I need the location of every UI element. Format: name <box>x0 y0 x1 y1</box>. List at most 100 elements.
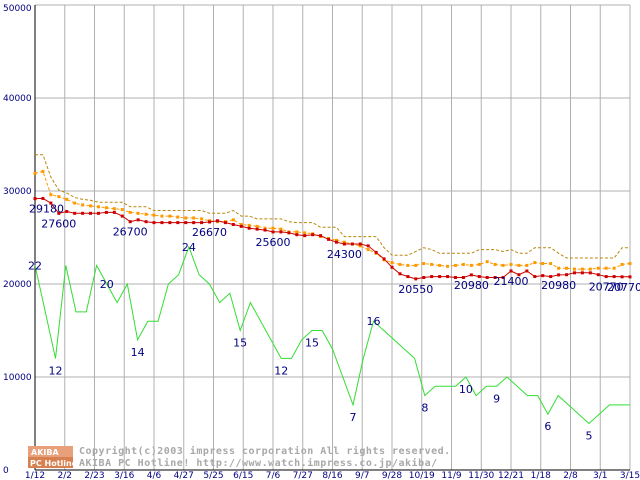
average-price-point <box>509 262 513 266</box>
count-label: 5 <box>585 430 592 443</box>
average-price-point <box>469 263 473 267</box>
y-tick-label: 0 <box>3 466 9 476</box>
akiba-logo: AKIBA PC Hotline! <box>28 446 81 468</box>
min-price-point <box>136 218 140 222</box>
x-tick-label: 10/19 <box>409 471 435 480</box>
average-price-point <box>303 231 307 235</box>
y-tick-label: 10000 <box>3 373 32 383</box>
min-price-point <box>104 210 108 214</box>
average-price-point <box>549 262 553 266</box>
min-price-point <box>461 275 465 279</box>
x-tick-label: 4/27 <box>174 471 194 480</box>
min-price-point <box>57 211 61 215</box>
count-label: 15 <box>305 337 319 350</box>
min-price-point <box>73 211 77 215</box>
x-tick-label: 2/23 <box>84 471 104 480</box>
average-price-point <box>231 218 235 222</box>
min-price-point <box>342 242 346 246</box>
count-label: 6 <box>544 420 551 433</box>
min-price-point <box>620 275 624 279</box>
average-price-point <box>247 223 251 227</box>
average-price-point <box>366 248 370 252</box>
average-price-point <box>612 266 616 270</box>
x-tick-label: 9/28 <box>382 471 402 480</box>
min-price-point <box>41 196 45 200</box>
average-price-point <box>604 266 608 270</box>
average-price-point <box>81 203 85 207</box>
average-price-point <box>136 211 140 215</box>
min-price-point <box>493 275 497 279</box>
min-price-point <box>438 275 442 279</box>
min-price-point <box>565 273 569 277</box>
average-price-point <box>160 214 164 218</box>
min-price-point <box>588 271 592 275</box>
price-label: 25600 <box>256 236 291 249</box>
max-price-line <box>35 154 630 259</box>
min-price-point <box>223 221 227 225</box>
min-price-point <box>533 275 537 279</box>
min-price-point <box>263 228 267 232</box>
average-price-point <box>65 197 69 201</box>
min-price-point <box>319 234 323 238</box>
average-price-point <box>414 263 418 267</box>
x-tick-label: 11/30 <box>468 471 494 480</box>
price-label: 20770 <box>589 281 624 294</box>
min-price-point <box>279 230 283 234</box>
min-price-point <box>255 227 259 231</box>
min-price-point <box>382 257 386 261</box>
min-price-point <box>374 250 378 254</box>
count-label: 14 <box>131 346 145 359</box>
x-tick-label: 1/18 <box>531 471 551 480</box>
average-price-point <box>525 263 529 267</box>
average-price-point <box>184 216 188 220</box>
count-label: 7 <box>350 411 357 424</box>
min-price-point <box>430 275 434 279</box>
average-price-point <box>596 266 600 270</box>
average-price-line <box>34 170 631 270</box>
average-price-point <box>453 263 457 267</box>
y-tick-label: 40000 <box>3 94 32 104</box>
average-price-point <box>517 263 521 267</box>
average-price-point <box>152 213 156 217</box>
average-price-point <box>176 215 180 219</box>
average-price-point <box>33 171 37 175</box>
price-label: 26670 <box>192 226 227 239</box>
min-price-point <box>541 274 545 278</box>
min-price-point <box>509 269 513 273</box>
min-price-point <box>81 211 85 215</box>
min-price-point <box>358 242 362 246</box>
min-price-point <box>128 220 132 224</box>
x-tick-label: 3/16 <box>114 471 134 480</box>
count-label: 22 <box>28 259 42 272</box>
count-label: 20 <box>100 278 114 291</box>
x-tick-label: 5/25 <box>203 471 223 480</box>
average-price-point <box>96 205 100 209</box>
average-price-point <box>477 262 481 266</box>
average-price-point <box>438 263 442 267</box>
min-price-point <box>120 214 124 218</box>
x-tick-label: 3/1 <box>593 471 607 480</box>
average-price-point <box>406 263 410 267</box>
min-price-point <box>65 209 69 213</box>
min-price-point <box>422 275 426 279</box>
min-price-point <box>311 233 315 237</box>
min-price-point <box>215 219 219 223</box>
average-price-point <box>493 262 497 266</box>
x-tick-label: 2/2 <box>58 471 72 480</box>
min-price-point <box>350 242 354 246</box>
average-price-point <box>342 240 346 244</box>
min-price-point <box>96 211 100 215</box>
average-price-point <box>358 244 362 248</box>
count-label: 24 <box>182 241 196 254</box>
copyright-line-1: Copyright(c)2003 impress corporation All… <box>79 445 451 457</box>
average-price-point <box>41 169 45 173</box>
average-price-point <box>128 210 132 214</box>
x-tick-label: 11/9 <box>441 471 461 480</box>
count-label: 15 <box>233 337 247 350</box>
price-label: 29180 <box>29 203 64 216</box>
series-lines <box>34 154 631 425</box>
x-tick-label: 3/15 <box>620 471 640 480</box>
average-price-point <box>271 226 275 230</box>
average-price-point <box>501 263 505 267</box>
average-price-point <box>239 222 243 226</box>
